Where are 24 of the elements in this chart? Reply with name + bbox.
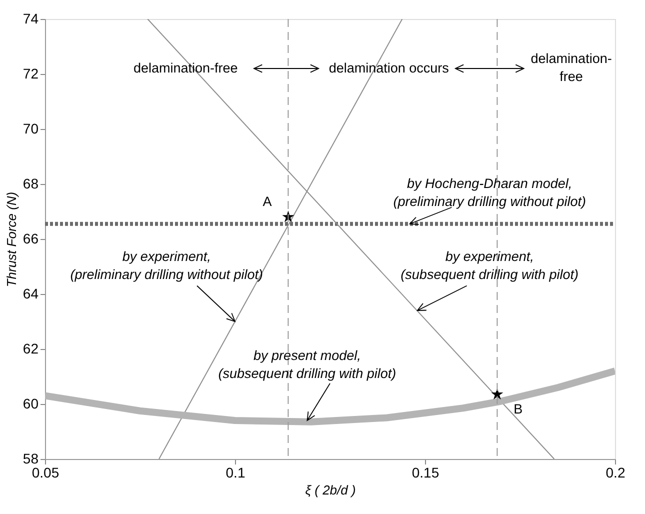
x-tick-label: 0.2: [606, 464, 626, 480]
annotation: delamination-free: [133, 60, 238, 76]
annotation: A: [262, 194, 272, 209]
annotation: by experiment, (subsequent drilling with pilot): [400, 248, 579, 282]
y-tick-label: 72: [22, 66, 39, 82]
x-tick-label: 0.05: [32, 464, 60, 480]
y-tick-label: 64: [22, 286, 39, 302]
annotation: B: [514, 402, 523, 416]
x-axis-title: ξ ( 2b/d ): [305, 482, 356, 498]
y-tick-label: 68: [22, 176, 39, 192]
y-axis-title: Thrust Force (N): [4, 192, 19, 288]
y-tick-label: 70: [22, 120, 39, 136]
annotation: by present model, (subsequent drilling with pilot): [218, 348, 396, 381]
y-tick-label: 62: [22, 340, 39, 356]
annotation: by Hocheng-Dharan model, (preliminary drilling without pilot): [393, 176, 586, 209]
y-tick-label: 74: [22, 10, 39, 26]
x-tick-label: 0.15: [412, 464, 440, 480]
y-tick-label: 66: [22, 230, 39, 246]
annotation: by experiment, (preliminary drilling without pilot): [70, 248, 264, 282]
x-tick-label: 0.1: [226, 464, 246, 480]
annotation: delamination occurs: [328, 60, 450, 76]
y-tick-label: 58: [22, 450, 39, 466]
y-tick-label: 60: [22, 396, 39, 412]
annotation: delamination- free: [530, 50, 612, 84]
